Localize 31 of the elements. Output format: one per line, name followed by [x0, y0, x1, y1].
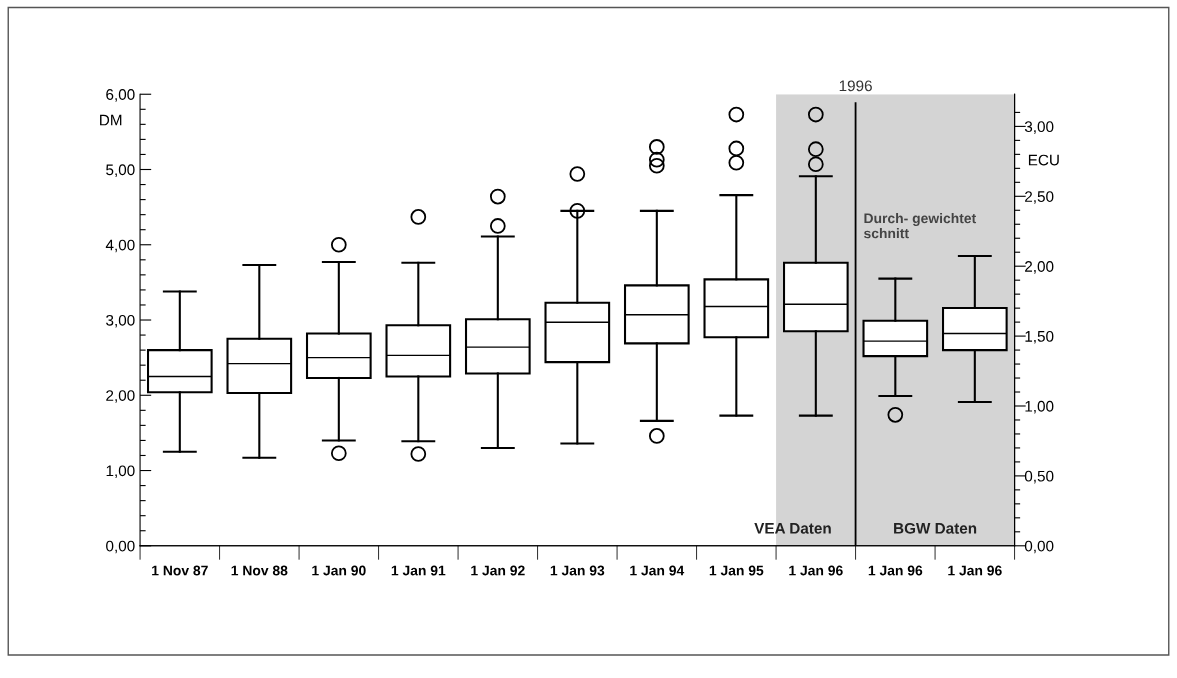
x-tick-label: 1 Jan 91 [391, 565, 446, 576]
x-tick-label: 1 Jan 96 [948, 565, 1002, 576]
y2-tick-label: 3,00 [1024, 121, 1054, 134]
y-tick-label: 1,00 [106, 465, 135, 479]
y2-tick-label: 0,50 [1024, 470, 1054, 484]
annotation: Durch- gewichtet schnitt [864, 213, 977, 239]
x-tick-label: 1 Jan 96 [789, 565, 843, 576]
y-axis-title: DM [100, 114, 122, 126]
y2-tick-label: 1,00 [1025, 400, 1054, 414]
y-tick-label: 6,00 [106, 89, 135, 102]
x-tick-label: 1 Jan 92 [471, 565, 525, 576]
text: 1996 [839, 80, 872, 92]
y-tick-label: 2,00 [106, 390, 135, 403]
x-tick-label: 1 Jan 93 [550, 565, 605, 576]
y2-axis-title: ECU [1028, 154, 1059, 166]
x-tick-label: 1 Nov 88 [231, 565, 288, 576]
annotation: BGW Daten [894, 522, 977, 534]
y2-tick-label: 2,50 [1025, 191, 1054, 204]
x-tick-label: 1 Jan 96 [868, 565, 923, 576]
x-tick-label: 1 Jan 95 [709, 565, 764, 576]
y-tick-label: 4,00 [105, 239, 135, 253]
x-tick-label: 1 Jan 94 [630, 565, 685, 576]
y2-tick-label: 2,00 [1025, 261, 1054, 274]
x-tick-label: 1 Nov 87 [152, 565, 208, 576]
x-tick-label: 1 Jan 90 [312, 565, 366, 576]
y2-tick-label: 0,00 [1024, 540, 1054, 554]
annotation: VEA Daten [754, 523, 831, 534]
y-tick-label: 5,00 [106, 164, 135, 177]
y-tick-label: 0,00 [106, 540, 135, 554]
y2-tick-label: 1,50 [1025, 330, 1054, 344]
y-tick-label: 3,00 [106, 314, 135, 328]
